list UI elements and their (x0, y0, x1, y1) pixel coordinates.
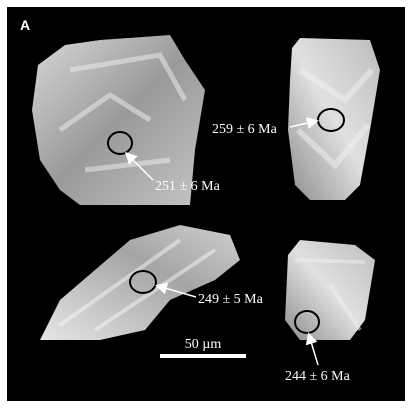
age-label: 249 ± 5 Ma (198, 292, 264, 307)
scale-label: 50 µm (185, 337, 222, 352)
age-label: 259 ± 6 Ma (212, 122, 278, 137)
age-label: 244 ± 6 Ma (285, 369, 351, 384)
panel-label: A (20, 17, 30, 33)
page: A 251 ± 6 Ma 259 ± 6 Ma 249 ± 5 Ma 244 ±… (0, 0, 412, 408)
figure: A 251 ± 6 Ma 259 ± 6 Ma 249 ± 5 Ma 244 ±… (0, 0, 412, 408)
age-label: 251 ± 6 Ma (155, 179, 221, 194)
scale-bar (160, 354, 246, 358)
